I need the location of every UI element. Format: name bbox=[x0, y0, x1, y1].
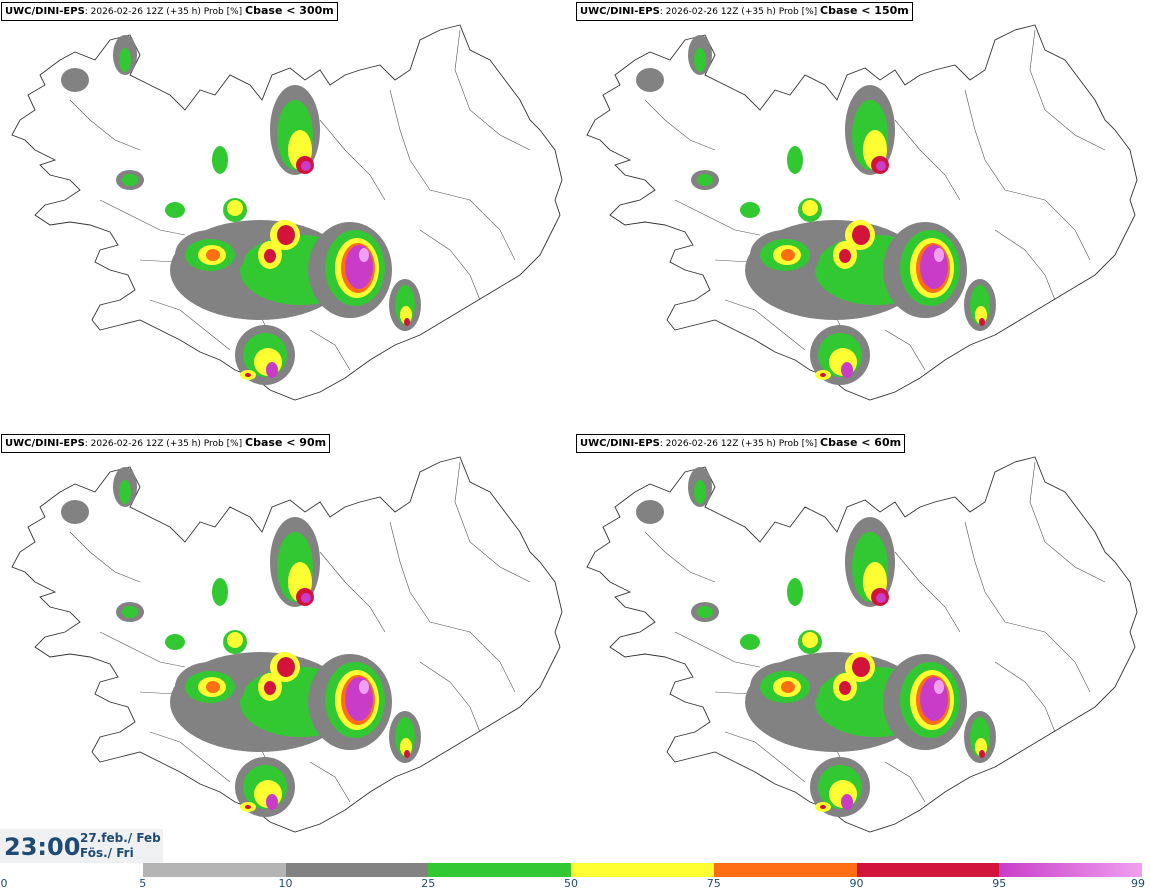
iceland-map bbox=[11, 456, 563, 833]
legend-tick-label: 50 bbox=[564, 877, 578, 890]
map-panel-60m: UWC/DINI-EPS: 2026-02-26 12Z (+35 h) Pro… bbox=[575, 432, 1150, 864]
legend-swatch bbox=[713, 863, 857, 877]
legend-swatch bbox=[856, 863, 1000, 877]
iceland-map bbox=[586, 456, 1138, 833]
legend-tick-label: 99 bbox=[1131, 877, 1145, 890]
legend-tick-label: 75 bbox=[706, 877, 721, 890]
map-panel-300m: UWC/DINI-EPS: 2026-02-26 12Z (+35 h) Pro… bbox=[0, 0, 575, 432]
legend-tick-label: 10 bbox=[278, 877, 293, 890]
legend-swatch bbox=[285, 863, 429, 877]
legend-swatch bbox=[571, 863, 714, 877]
panel-title: UWC/DINI-EPS: 2026-02-26 12Z (+35 h) Pro… bbox=[576, 434, 906, 453]
legend-tick-label: 0 bbox=[0, 877, 8, 890]
panel-title: UWC/DINI-EPS: 2026-02-26 12Z (+35 h) Pro… bbox=[1, 434, 331, 453]
iceland-map bbox=[586, 24, 1138, 401]
legend-tick-label: 95 bbox=[992, 877, 1007, 890]
panel-title: UWC/DINI-EPS: 2026-02-26 12Z (+35 h) Pro… bbox=[1, 2, 338, 21]
legend-swatch bbox=[142, 863, 286, 877]
legend-tick-label: 5 bbox=[139, 877, 147, 890]
panel-title: UWC/DINI-EPS: 2026-02-26 12Z (+35 h) Pro… bbox=[576, 2, 913, 21]
map-panel-90m: UWC/DINI-EPS: 2026-02-26 12Z (+35 h) Pro… bbox=[0, 432, 575, 864]
map-panel-150m: UWC/DINI-EPS: 2026-02-26 12Z (+35 h) Pro… bbox=[575, 0, 1150, 432]
color-legend: 0 5 10 25 50 75 90 95 99 bbox=[0, 862, 1150, 891]
legend-swatch bbox=[999, 863, 1142, 877]
valid-time-box: 23:00 27.feb./ Feb Fös./ Fri bbox=[0, 829, 163, 867]
valid-date: 27.feb./ Feb bbox=[80, 831, 161, 845]
legend-tick-label: 90 bbox=[849, 877, 864, 890]
legend-tick-label: 25 bbox=[421, 877, 436, 890]
iceland-map bbox=[11, 24, 563, 401]
legend-swatch bbox=[0, 863, 143, 877]
valid-time: 23:00 bbox=[4, 833, 81, 861]
legend-swatch bbox=[428, 863, 571, 877]
valid-day: Fös./ Fri bbox=[80, 846, 134, 860]
